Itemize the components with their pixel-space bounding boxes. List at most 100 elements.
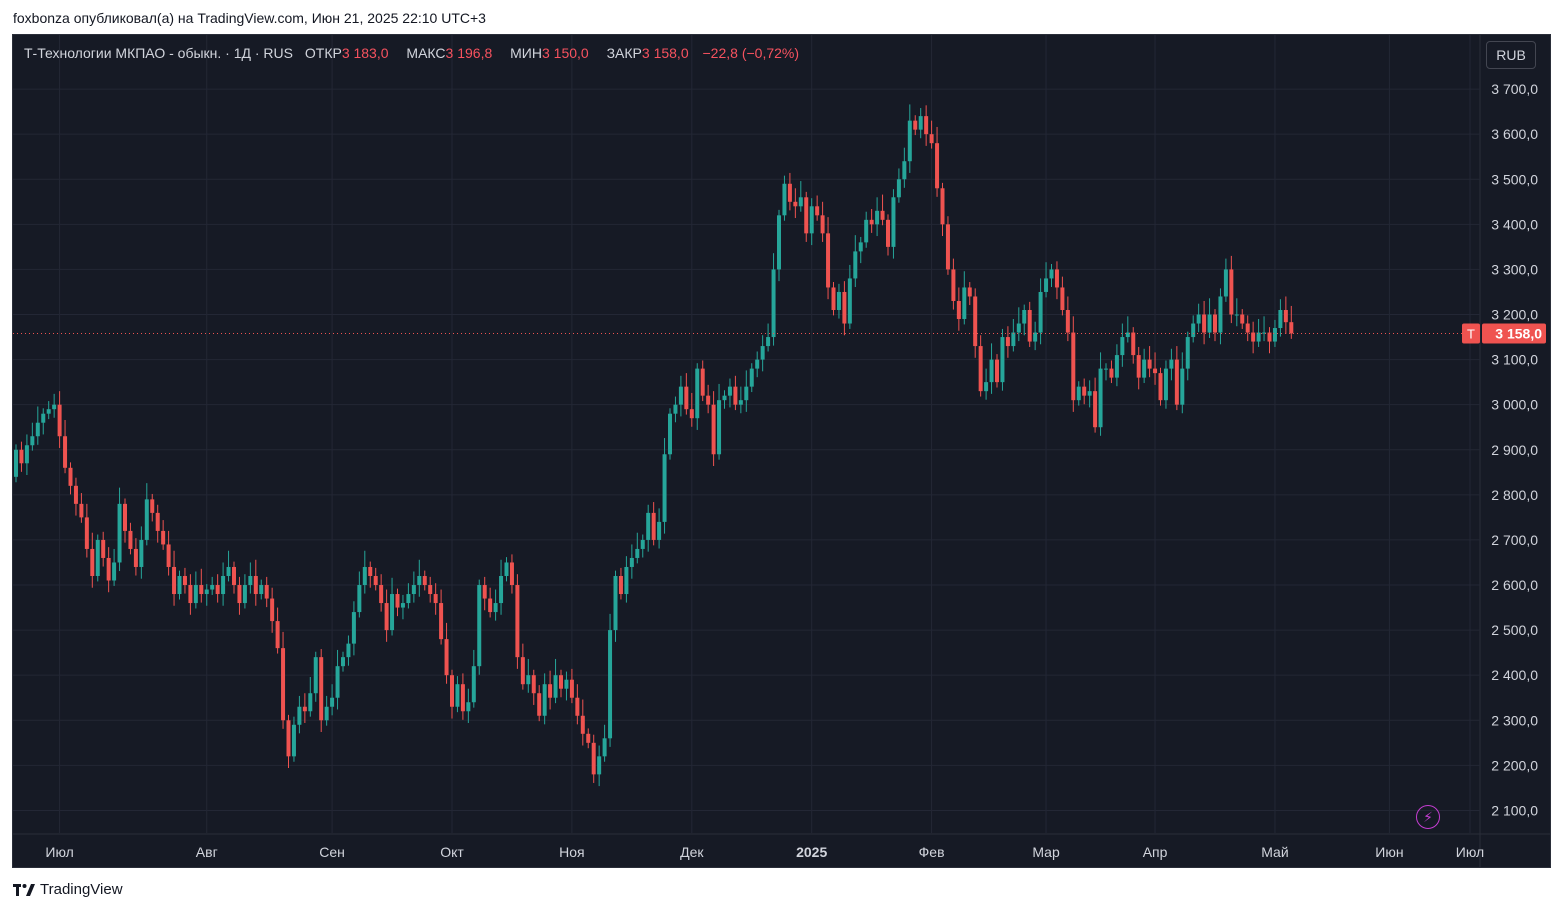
candle-body[interactable] xyxy=(989,359,994,383)
candle-body[interactable] xyxy=(488,598,493,613)
candle-body[interactable] xyxy=(1022,310,1027,324)
candle-body[interactable] xyxy=(635,548,640,558)
candle-body[interactable] xyxy=(608,630,613,739)
candle-body[interactable] xyxy=(668,413,672,455)
candle-body[interactable] xyxy=(450,675,454,707)
candle-body[interactable] xyxy=(836,291,841,310)
currency-button[interactable]: RUB xyxy=(1486,41,1536,69)
candle-body[interactable] xyxy=(395,594,400,608)
candle-body[interactable] xyxy=(602,738,607,757)
candle-body[interactable] xyxy=(640,539,645,549)
candle-body[interactable] xyxy=(319,657,324,721)
candle-body[interactable] xyxy=(1207,314,1212,333)
candle-body[interactable] xyxy=(161,530,166,545)
candle-body[interactable] xyxy=(564,679,569,689)
candle-body[interactable] xyxy=(1044,278,1049,292)
candle-body[interactable] xyxy=(569,679,574,698)
candle-body[interactable] xyxy=(597,756,602,775)
candle-body[interactable] xyxy=(139,539,144,567)
candle-body[interactable] xyxy=(101,539,106,558)
candle-body[interactable] xyxy=(629,557,634,567)
candle-body[interactable] xyxy=(1005,337,1010,347)
candle-body[interactable] xyxy=(1120,337,1125,356)
candle-body[interactable] xyxy=(624,566,629,595)
candle-body[interactable] xyxy=(509,562,514,586)
candle-body[interactable] xyxy=(777,215,781,270)
candle-body[interactable] xyxy=(531,675,536,694)
candle-body[interactable] xyxy=(193,585,198,604)
candle-body[interactable] xyxy=(144,499,149,540)
candle-body[interactable] xyxy=(291,724,296,757)
candle-body[interactable] xyxy=(896,179,901,198)
candle-body[interactable] xyxy=(935,143,940,189)
candle-body[interactable] xyxy=(351,612,356,644)
candle-body[interactable] xyxy=(886,219,890,247)
candle-body[interactable] xyxy=(951,269,956,301)
candle-body[interactable] xyxy=(1093,391,1098,428)
lightning-icon[interactable]: ⚡ xyxy=(1416,805,1440,829)
candle-body[interactable] xyxy=(580,715,585,734)
candle-body[interactable] xyxy=(112,562,117,581)
candle-body[interactable] xyxy=(575,697,580,716)
candle-body[interactable] xyxy=(1202,314,1207,333)
candle-body[interactable] xyxy=(918,116,923,130)
candle-body[interactable] xyxy=(662,454,667,522)
candle-body[interactable] xyxy=(875,210,880,225)
candle-body[interactable] xyxy=(1169,359,1174,369)
candle-body[interactable] xyxy=(1082,386,1087,396)
candle-body[interactable] xyxy=(297,706,302,725)
candle-body[interactable] xyxy=(166,544,171,567)
candle-body[interactable] xyxy=(455,684,460,707)
candle-body[interactable] xyxy=(815,206,820,216)
candle-body[interactable] xyxy=(782,183,787,216)
candle-body[interactable] xyxy=(439,603,444,640)
candle-body[interactable] xyxy=(357,585,362,613)
candle-body[interactable] xyxy=(30,436,35,446)
candle-body[interactable] xyxy=(853,251,858,279)
candle-body[interactable] xyxy=(515,585,520,658)
candle-body[interactable] xyxy=(1180,368,1185,405)
candle-body[interactable] xyxy=(335,666,340,698)
candle-body[interactable] xyxy=(417,576,422,586)
candle-body[interactable] xyxy=(471,666,476,703)
candle-body[interactable] xyxy=(542,684,547,716)
candle-body[interactable] xyxy=(52,404,57,410)
candle-body[interactable] xyxy=(281,648,286,721)
candle-body[interactable] xyxy=(646,512,651,540)
candle-body[interactable] xyxy=(1147,359,1152,369)
candle-body[interactable] xyxy=(956,300,961,320)
candle-body[interactable] xyxy=(771,269,776,338)
candle-body[interactable] xyxy=(940,188,945,225)
candle-body[interactable] xyxy=(73,485,78,504)
candle-body[interactable] xyxy=(1109,368,1114,378)
candle-body[interactable] xyxy=(133,548,138,567)
candle-body[interactable] xyxy=(253,576,258,595)
candle-body[interactable] xyxy=(275,621,280,649)
candle-body[interactable] xyxy=(172,566,177,595)
candle-body[interactable] xyxy=(798,197,803,207)
candle-body[interactable] xyxy=(313,657,318,694)
candle-body[interactable] xyxy=(237,585,242,604)
candle-body[interactable] xyxy=(106,557,111,581)
candle-body[interactable] xyxy=(324,706,329,721)
candle-body[interactable] xyxy=(330,697,335,707)
candle-body[interactable] xyxy=(1054,269,1059,288)
candle-body[interactable] xyxy=(477,585,482,667)
candle-body[interactable] xyxy=(90,548,95,576)
candle-body[interactable] xyxy=(809,206,814,234)
candle-body[interactable] xyxy=(913,120,918,130)
candle-body[interactable] xyxy=(967,287,972,297)
candle-body[interactable] xyxy=(63,436,68,468)
candle-body[interactable] xyxy=(1185,337,1190,369)
candle-body[interactable] xyxy=(1191,323,1196,338)
candle-body[interactable] xyxy=(1142,359,1147,378)
candle-body[interactable] xyxy=(188,585,193,604)
candle-body[interactable] xyxy=(1262,332,1267,334)
candle-body[interactable] xyxy=(869,219,874,225)
candle-body[interactable] xyxy=(368,566,373,576)
candle-body[interactable] xyxy=(232,566,236,586)
candle-body[interactable] xyxy=(727,386,732,396)
candle-body[interactable] xyxy=(1000,337,1005,383)
candle-body[interactable] xyxy=(553,675,558,698)
candle-body[interactable] xyxy=(1278,310,1283,329)
